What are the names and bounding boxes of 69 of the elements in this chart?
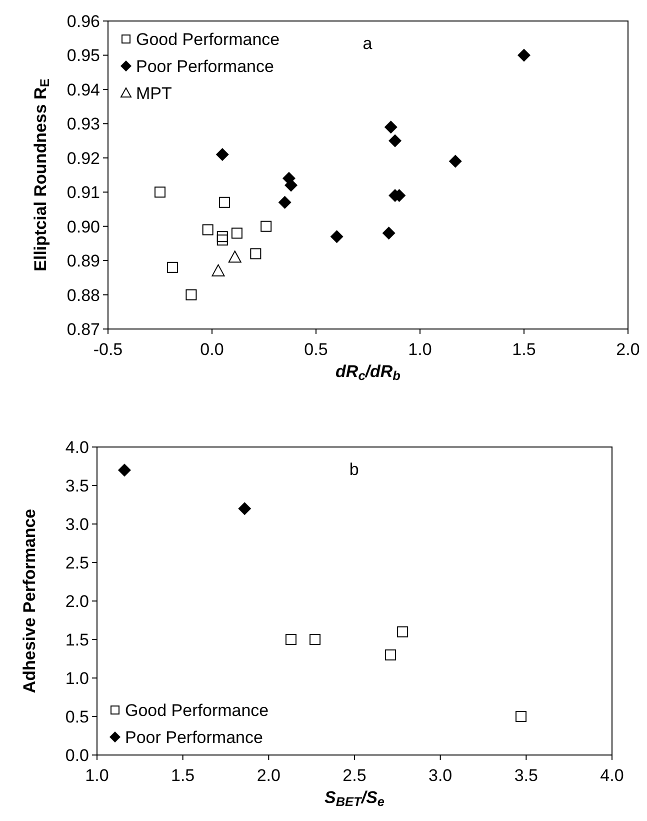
annotation: b xyxy=(349,460,359,479)
y-tick-label: 0.90 xyxy=(66,217,100,236)
point xyxy=(166,262,178,273)
x-tick-label: 2.5 xyxy=(342,766,366,785)
y-tick-label: 0.87 xyxy=(66,320,100,339)
y-tick-label: 0.5 xyxy=(65,708,89,726)
legend-label: Good Performance xyxy=(125,701,269,720)
point xyxy=(218,196,230,208)
x-tick-label: -0.5 xyxy=(93,340,123,359)
y-tick-label: 0.92 xyxy=(66,148,100,168)
y-tick-label: 0.93 xyxy=(66,114,100,134)
point xyxy=(118,464,131,477)
point xyxy=(212,264,225,276)
point xyxy=(516,711,527,722)
x-tick-label: 0.0 xyxy=(200,340,224,359)
point xyxy=(330,230,344,244)
point xyxy=(518,48,530,62)
point xyxy=(260,220,272,232)
y-tick-label: 3.5 xyxy=(65,476,89,496)
x-tick-label: 1.0 xyxy=(408,340,432,359)
x-tick-label: 1.5 xyxy=(171,766,195,785)
point xyxy=(216,148,229,161)
y-tick-label: 1.5 xyxy=(65,630,89,650)
x-tick-label: 2.0 xyxy=(616,340,640,359)
y-tick-label: 0.88 xyxy=(66,286,100,305)
y-axis-title: Adhesive Performance xyxy=(20,508,39,694)
x-tick-label: 0.5 xyxy=(304,340,328,359)
point xyxy=(285,634,296,645)
y-tick-label: 0.95 xyxy=(66,46,100,66)
legend-label: Poor Performance xyxy=(136,57,274,76)
point xyxy=(284,178,298,192)
legend-label: Good Performance xyxy=(136,30,280,49)
y-tick-label: 0.0 xyxy=(65,746,89,765)
y-tick-label: 0.96 xyxy=(66,12,100,31)
point xyxy=(250,248,262,260)
annotation: a xyxy=(362,34,373,53)
y-tick-label: 1.0 xyxy=(65,669,89,688)
point xyxy=(231,228,242,239)
x-axis-title: dR$_{c}$/dR$_{b}$ xyxy=(336,362,401,384)
y-tick-label: 0.94 xyxy=(66,80,100,100)
point xyxy=(202,224,214,236)
point xyxy=(382,226,396,240)
y-tick-label: 2.0 xyxy=(65,592,89,611)
point xyxy=(154,186,166,198)
x-tick-label: 3.5 xyxy=(514,766,538,785)
y-tick-label: 2.5 xyxy=(65,554,89,572)
point xyxy=(278,196,292,209)
point xyxy=(388,134,402,148)
x-tick-label: 1.5 xyxy=(512,340,536,359)
legend-label: MPT xyxy=(136,84,172,103)
x-tick-label: 3.0 xyxy=(428,766,452,785)
point xyxy=(216,231,228,242)
y-tick-label: 3.0 xyxy=(65,515,89,534)
x-tick-label: 4.0 xyxy=(600,766,624,785)
point xyxy=(228,250,242,263)
point xyxy=(186,289,197,300)
point xyxy=(448,154,462,168)
point xyxy=(216,234,228,246)
x-tick-label: 2.0 xyxy=(256,766,280,785)
point xyxy=(310,634,321,645)
y-tick-label: 0.91 xyxy=(66,183,100,202)
y-tick-label: 4.0 xyxy=(65,438,89,457)
point xyxy=(397,626,408,638)
y-tick-label: 0.89 xyxy=(66,252,100,271)
legend-label: Poor Performance xyxy=(125,728,263,747)
point xyxy=(385,649,396,660)
point xyxy=(384,120,398,134)
x-axis-title: S$_{BET}$/S$_{e}$ xyxy=(324,788,384,810)
point xyxy=(238,502,252,516)
